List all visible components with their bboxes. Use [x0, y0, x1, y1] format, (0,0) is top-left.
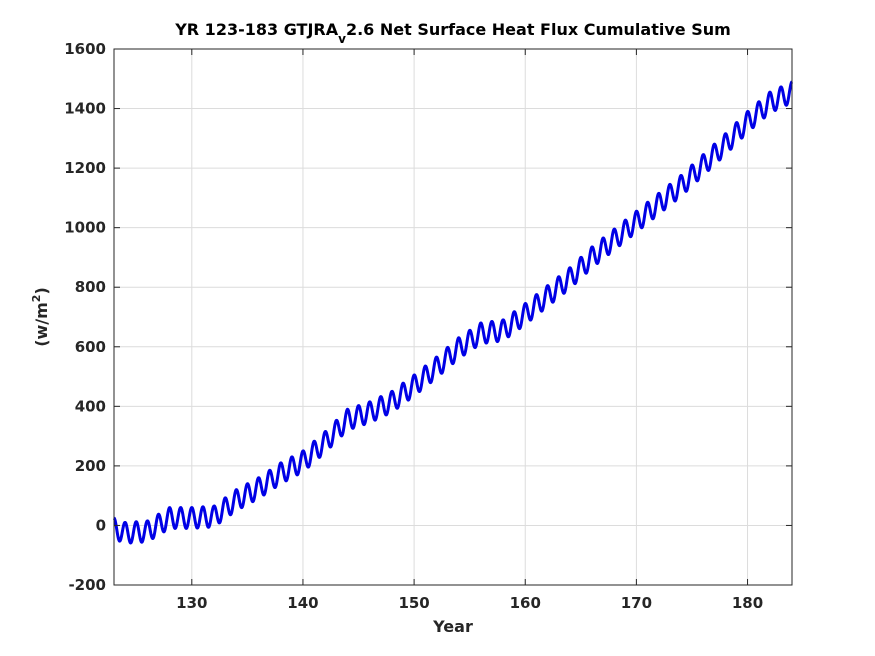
grid-lines: [114, 48, 792, 586]
y-tick-labels: -200 0 200 400 600 800 1000 1200 1400 1600: [64, 40, 106, 594]
chart-title-prefix: YR 123-183 GTJRA: [174, 20, 339, 39]
x-tick-label: 170: [621, 594, 652, 612]
y-tick-label: 1200: [64, 159, 106, 177]
y-axis-label-close: ): [32, 287, 51, 294]
y-tick-label: 0: [96, 516, 106, 534]
plot-area: [114, 49, 792, 585]
y-tick-label: 800: [75, 278, 106, 296]
y-tick-label: 1400: [64, 100, 106, 118]
cumulative-sum-line: [112, 80, 794, 545]
y-tick-label: 1000: [64, 219, 106, 237]
y-axis-label-base: (w/m: [32, 302, 51, 347]
y-tick-label: 1600: [64, 40, 106, 58]
chart-title: YR 123-183 GTJRAv2.6 Net Surface Heat Fl…: [174, 20, 731, 46]
y-axis-label-superscript: 2: [30, 295, 43, 303]
plot-frame: [113, 48, 793, 586]
x-tick-labels: 130 140 150 160 170 180: [176, 594, 763, 612]
x-tick-label: 130: [176, 594, 207, 612]
y-tick-label: 600: [75, 338, 106, 356]
x-tick-label: 160: [510, 594, 541, 612]
x-tick-label: 140: [287, 594, 318, 612]
chart-title-subscript: v: [338, 32, 346, 46]
x-tick-label: 150: [398, 594, 429, 612]
y-axis-label: (w/m2): [30, 287, 51, 347]
x-axis-label: Year: [432, 617, 473, 636]
axis-ticks: [114, 48, 792, 586]
y-tick-label: -200: [68, 576, 106, 594]
y-tick-label: 400: [75, 397, 106, 415]
chart-title-suffix: 2.6 Net Surface Heat Flux Cumulative Sum: [346, 20, 731, 39]
y-tick-label: 200: [75, 457, 106, 475]
x-tick-label: 180: [732, 594, 763, 612]
series-layer: [112, 80, 794, 545]
